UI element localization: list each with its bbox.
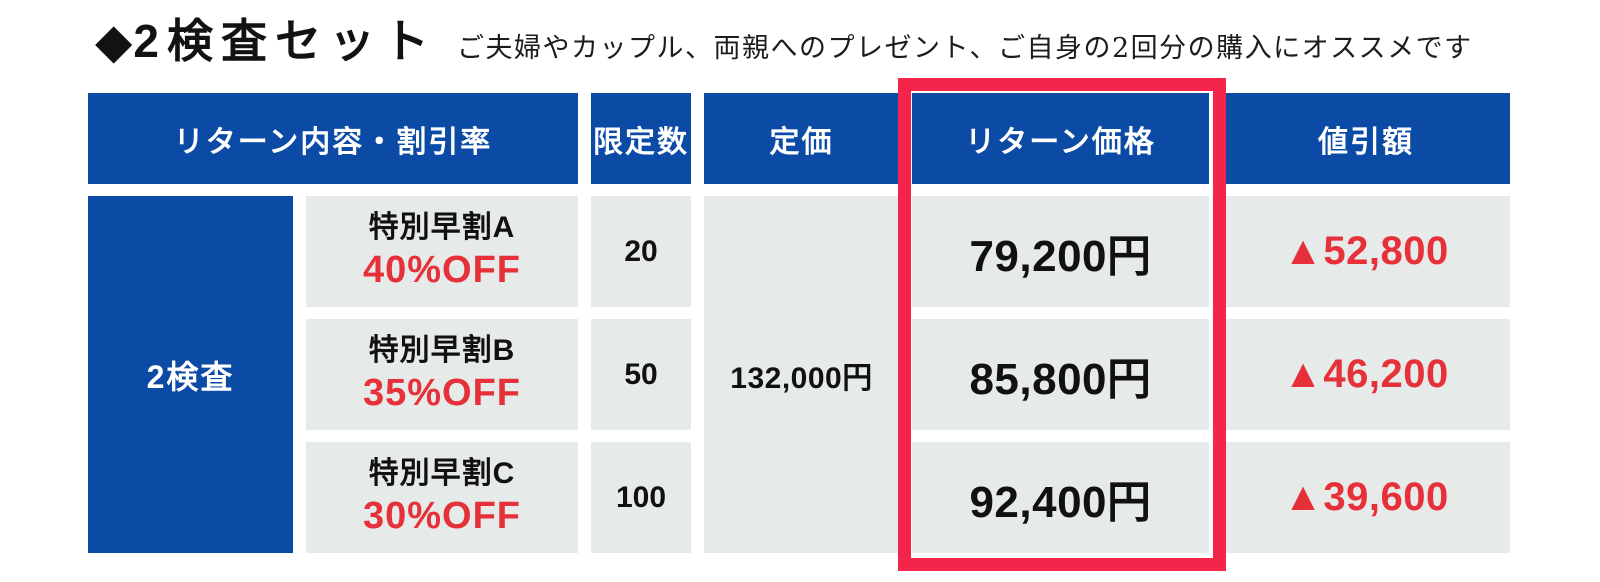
diamond-icon: ◆ <box>96 15 132 67</box>
plan-name: 特別早割A <box>368 211 516 245</box>
col-header-content: リターン内容・割引率 <box>88 93 578 184</box>
plan-discount-rate: 40%OFF <box>362 248 522 291</box>
return-price-cell: 79,200円 <box>912 196 1209 307</box>
page-title: ◆2検査セット <box>96 14 437 69</box>
page-subtitle: ご夫婦やカップル、両親へのプレゼント、ご自身の2回分の購入にオススメです <box>456 33 1473 64</box>
col-header-limit: 限定数 <box>591 93 691 184</box>
pricing-table: リターン内容・割引率 限定数 定価 リターン価格 値引額 2検査 132,000… <box>88 93 1510 553</box>
return-price-cell: 85,800円 <box>912 319 1209 430</box>
col-header-discount: 値引額 <box>1222 93 1510 184</box>
limit-cell: 50 <box>591 319 691 430</box>
discount-amount-cell: ▲52,800 <box>1222 196 1510 307</box>
table-row-plan-cell: 特別早割C 30%OFF <box>306 442 578 553</box>
discount-amount-cell: ▲46,200 <box>1222 319 1510 430</box>
col-header-list-price: 定価 <box>704 93 899 184</box>
limit-cell: 20 <box>591 196 691 307</box>
group-label-cell: 2検査 <box>88 196 293 553</box>
plan-discount-rate: 30%OFF <box>362 494 522 537</box>
col-header-return-price: リターン価格 <box>912 93 1209 184</box>
page-title-text: 2検査セット <box>133 15 437 67</box>
plan-name: 特別早割B <box>368 334 516 368</box>
list-price-cell: 132,000円 <box>704 196 899 553</box>
return-price-cell: 92,400円 <box>912 442 1209 553</box>
discount-amount-cell: ▲39,600 <box>1222 442 1510 553</box>
limit-cell: 100 <box>591 442 691 553</box>
plan-discount-rate: 35%OFF <box>362 371 522 414</box>
plan-name: 特別早割C <box>368 457 516 491</box>
title-row: ◆2検査セット ご夫婦やカップル、両親へのプレゼント、ご自身の2回分の購入にオス… <box>96 14 1473 69</box>
table-row-plan-cell: 特別早割A 40%OFF <box>306 196 578 307</box>
table-row-plan-cell: 特別早割B 35%OFF <box>306 319 578 430</box>
